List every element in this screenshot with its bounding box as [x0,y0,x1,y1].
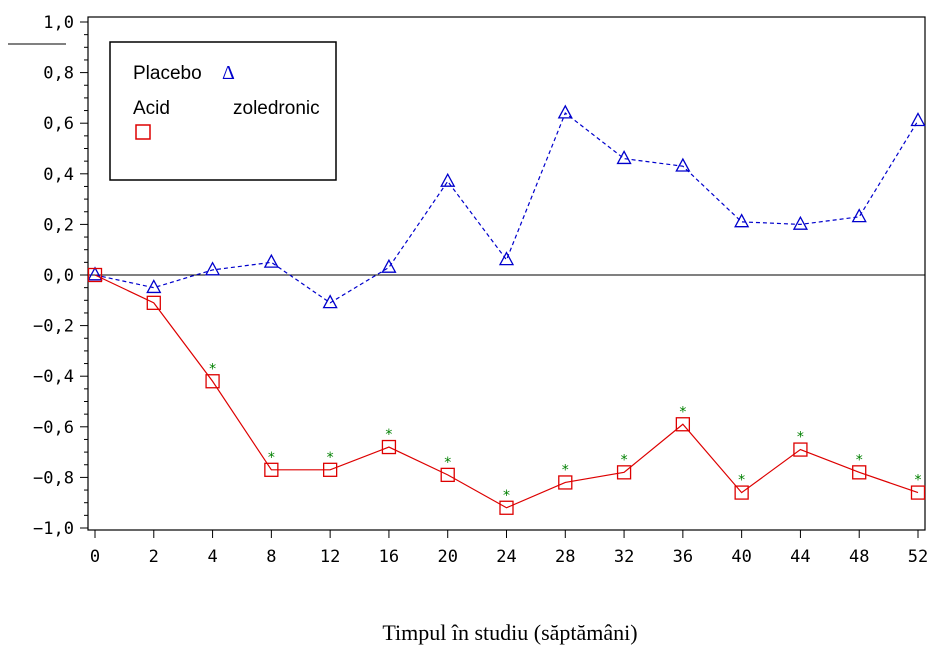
data-point-square [910,485,926,500]
significance-star: * [856,452,863,468]
data-point-square [734,485,749,500]
data-point-triangle [87,266,103,281]
x-tick-label: 28 [555,547,575,567]
data-point-square [146,295,161,310]
y-tick-label: 0,2 [43,215,74,235]
y-tick-label: −1,0 [33,519,74,539]
significance-star: * [444,455,451,471]
data-point-triangle [792,215,809,230]
significance-star: * [503,488,510,504]
legend-placebo-label: Placebo [133,63,202,84]
series-line [94,112,919,304]
data-point-triangle [675,157,691,172]
series-line [94,274,919,509]
data-point-square [205,374,220,389]
x-tick-label: 44 [790,547,810,567]
series-placebo [87,104,926,309]
y-tick-label: −0,6 [33,418,74,438]
y-tick-label: 0,8 [43,64,74,84]
significance-star: * [385,427,392,443]
significance-star: * [268,450,275,466]
data-point-square [675,417,691,432]
x-tick-label: 32 [614,547,634,567]
data-point-triangle [146,279,162,294]
x-tick-label: 20 [437,547,457,567]
data-point-triangle [557,104,573,119]
data-point-square [440,467,455,483]
data-point-square [381,439,397,455]
x-tick-label: 0 [90,547,100,567]
x-tick-label: 52 [908,547,928,567]
data-point-square [852,465,867,480]
significance-star: * [209,361,216,377]
data-point-triangle [910,112,926,127]
data-point-square [558,475,573,490]
significance-star: * [327,450,334,466]
data-point-square [616,465,632,480]
data-point-square [499,500,514,515]
data-point-triangle [381,258,397,273]
significance-star: * [797,430,804,446]
x-tick-label: 2 [149,547,159,567]
data-point-triangle [851,208,867,223]
y-tick-label: −0,4 [33,367,74,387]
data-point-triangle [734,213,750,228]
legend-triangle-icon: Δ [222,62,235,84]
significance-star: * [915,473,922,489]
significance-star: * [679,404,686,420]
data-point-square [87,267,103,283]
x-tick-label: 4 [207,547,217,567]
data-point-triangle [616,150,632,165]
x-axis-label: Timpul în studiu (săptămâni) [382,620,637,645]
data-point-square [793,442,808,457]
y-tick-label: −0,2 [33,317,74,337]
significance-star: * [562,462,569,478]
axes: 1,0 0,8 0,6 0,4 0,2 0,0 −0,2 −0,4 −0,6 −0,8 −1,0 0 2… [8,13,928,567]
data-point-triangle [440,172,456,187]
data-point-triangle [498,251,515,266]
x-tick-label: 8 [266,547,276,567]
x-tick-label: 36 [673,547,693,567]
y-tick-label: −0,8 [33,468,74,488]
x-tick-label: 48 [849,547,869,567]
legend-box [109,41,337,181]
x-tick-label: 12 [320,547,340,567]
legend: Placebo Δ Acid zoledronic [109,41,337,181]
significance-star: * [738,473,745,489]
data-point-square [264,462,279,477]
legend-acid-label: Acid [133,98,170,119]
y-tick-label: 0,6 [43,114,74,134]
x-tick-label: 16 [379,547,399,567]
y-tick-label: 0,0 [43,266,74,286]
significance-star: * [621,452,628,468]
legend-acid-label-2: zoledronic [233,98,320,119]
legend-square-icon [135,124,151,140]
series-layer: * * * * * * * * * * * * * [87,104,926,515]
data-point-triangle [322,294,338,309]
y-tick-label: 0,4 [43,165,74,185]
series-acid-zoledronic: * * * * * * * * * * * * * [87,267,926,515]
data-point-triangle [263,253,279,268]
x-tick-label: 40 [731,547,751,567]
x-tick-label: 24 [496,547,516,567]
y-tick-label: 1,0 [43,13,74,33]
data-point-square [322,462,338,477]
data-point-triangle [204,261,221,276]
